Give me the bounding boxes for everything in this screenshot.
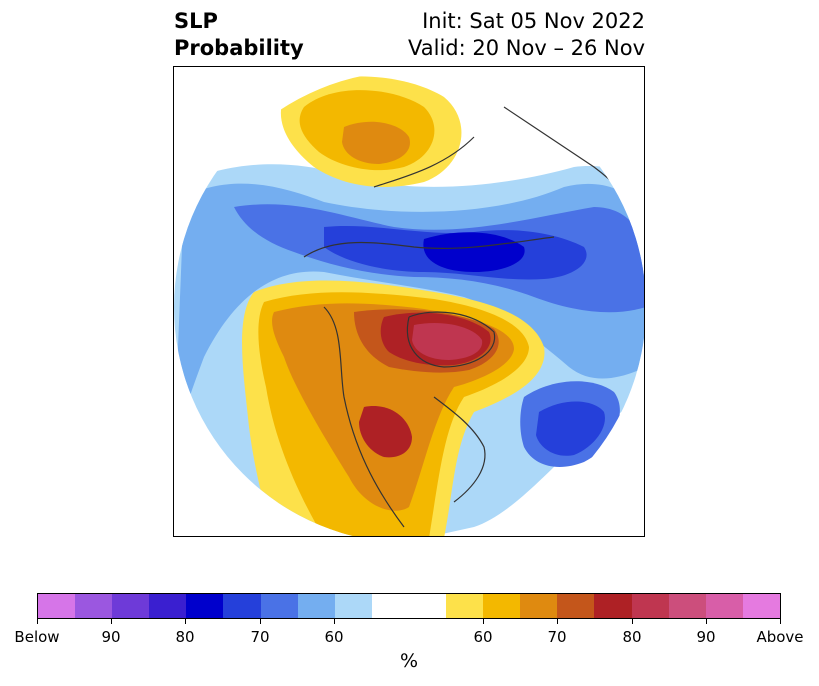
colorbar [37, 593, 781, 619]
colorbar-label-below-90: 90 [101, 628, 121, 646]
colorbar-swatch-below-4 [149, 594, 187, 618]
colorbar-tick [334, 619, 335, 624]
colorbar-label-below-70: 70 [250, 628, 270, 646]
colorbar-swatch-below-5 [186, 594, 224, 618]
colorbar-swatch-neutral [371, 594, 447, 618]
colorbar-swatch-above-6 [631, 594, 669, 618]
colorbar-swatch-above-9 [742, 594, 780, 618]
colorbar-label-below-80: 80 [175, 628, 195, 646]
map-panel [173, 66, 645, 537]
colorbar-swatch-below-1 [38, 594, 76, 618]
colorbar-swatch-below-7 [260, 594, 298, 618]
colorbar-swatch-below-6 [223, 594, 261, 618]
map-dates: Init: Sat 05 Nov 2022 Valid: 20 Nov – 26… [408, 8, 645, 62]
colorbar-label-below: Below [14, 628, 60, 646]
colorbar-tick [632, 619, 633, 624]
conus-above-core [359, 406, 412, 458]
colorbar-swatch-below-2 [75, 594, 113, 618]
colorbar-tick [37, 619, 38, 624]
colorbar-swatch-above-2 [483, 594, 521, 618]
probability-map [174, 71, 644, 536]
colorbar-swatch-above-4 [557, 594, 595, 618]
colorbar-tick [706, 619, 707, 624]
valid-dates: Valid: 20 Nov – 26 Nov [408, 36, 645, 60]
siberia-above-inner [342, 121, 410, 164]
colorbar-swatch-above-7 [668, 594, 706, 618]
colorbar-tick [483, 619, 484, 624]
colorbar-tick [185, 619, 186, 624]
colorbar-label-above: Above [756, 628, 804, 646]
title-line-slp: SLP [174, 9, 218, 33]
colorbar-swatch-above-8 [705, 594, 743, 618]
colorbar-swatch-below-3 [112, 594, 150, 618]
colorbar-label-below-60: 60 [324, 628, 344, 646]
colorbar-swatch-above-3 [520, 594, 558, 618]
colorbar-label-above-90: 90 [696, 628, 716, 646]
init-date: Init: Sat 05 Nov 2022 [422, 9, 645, 33]
colorbar-tick [111, 619, 112, 624]
colorbar-swatch-below-9 [334, 594, 372, 618]
colorbar-swatch-above-5 [594, 594, 632, 618]
colorbar-tick [780, 619, 781, 624]
colorbar-tick [557, 619, 558, 624]
map-title: SLP Probability [174, 8, 304, 62]
colorbar-swatch-below-8 [297, 594, 335, 618]
colorbar-label-above-70: 70 [547, 628, 567, 646]
colorbar-unit: % [399, 650, 419, 672]
below-core-zone [423, 232, 525, 272]
colorbar-label-above-60: 60 [473, 628, 493, 646]
colorbar-swatch-above-1 [446, 594, 484, 618]
greenland-above-inner [412, 322, 483, 360]
atlantic-low-core [536, 401, 605, 456]
title-line-probability: Probability [174, 36, 304, 60]
colorbar-tick [260, 619, 261, 624]
colorbar-label-above-80: 80 [622, 628, 642, 646]
